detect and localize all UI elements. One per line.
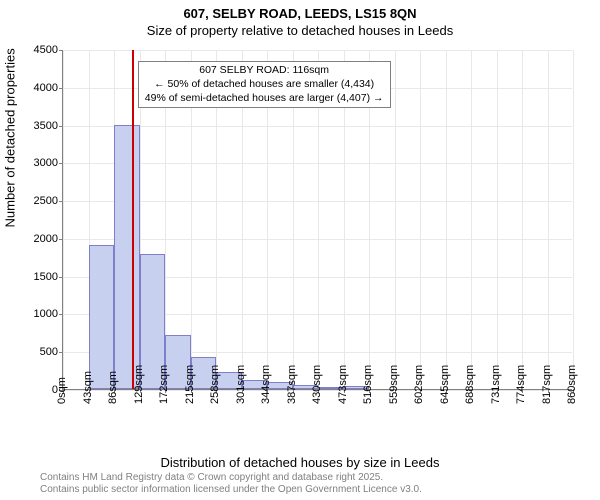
annotation-line1: 607 SELBY ROAD: 116sqm [145, 64, 384, 78]
grid-line-v [420, 50, 421, 389]
plot-area: 607 SELBY ROAD: 116sqm← 50% of detached … [62, 50, 572, 390]
grid-line-v [395, 50, 396, 389]
footer-line2: Contains public sector information licen… [40, 484, 422, 496]
y-tick-label: 0 [0, 384, 58, 396]
x-axis-title: Distribution of detached houses by size … [0, 455, 600, 470]
grid-line-v [522, 50, 523, 389]
reference-line [132, 50, 134, 389]
footer: Contains HM Land Registry data © Crown c… [40, 472, 422, 496]
annotation-box: 607 SELBY ROAD: 116sqm← 50% of detached … [138, 61, 391, 108]
y-tick-label: 500 [0, 346, 58, 358]
histogram-bar [89, 245, 115, 389]
grid-line-v [63, 50, 64, 389]
grid-line-v [471, 50, 472, 389]
chart-title: 607, SELBY ROAD, LEEDS, LS15 8QN [0, 6, 600, 21]
histogram-bar [114, 125, 140, 389]
y-tick-label: 1500 [0, 271, 58, 283]
y-tick-label: 3000 [0, 157, 58, 169]
y-tick-label: 2000 [0, 233, 58, 245]
grid-line-v [573, 50, 574, 389]
y-tick-label: 4000 [0, 82, 58, 94]
grid-line-v [497, 50, 498, 389]
annotation-line3: 49% of semi-detached houses are larger (… [145, 92, 384, 106]
chart-container: 607, SELBY ROAD, LEEDS, LS15 8QN Size of… [0, 0, 600, 500]
footer-line1: Contains HM Land Registry data © Crown c… [40, 472, 422, 484]
y-tick-label: 2500 [0, 195, 58, 207]
y-tick-label: 1000 [0, 308, 58, 320]
grid-line-v [446, 50, 447, 389]
grid-line-v [548, 50, 549, 389]
y-tick-label: 4500 [0, 44, 58, 56]
title-block: 607, SELBY ROAD, LEEDS, LS15 8QN Size of… [0, 0, 600, 38]
y-tick-label: 3500 [0, 120, 58, 132]
chart-subtitle: Size of property relative to detached ho… [0, 23, 600, 38]
annotation-line2: ← 50% of detached houses are smaller (4,… [145, 78, 384, 92]
